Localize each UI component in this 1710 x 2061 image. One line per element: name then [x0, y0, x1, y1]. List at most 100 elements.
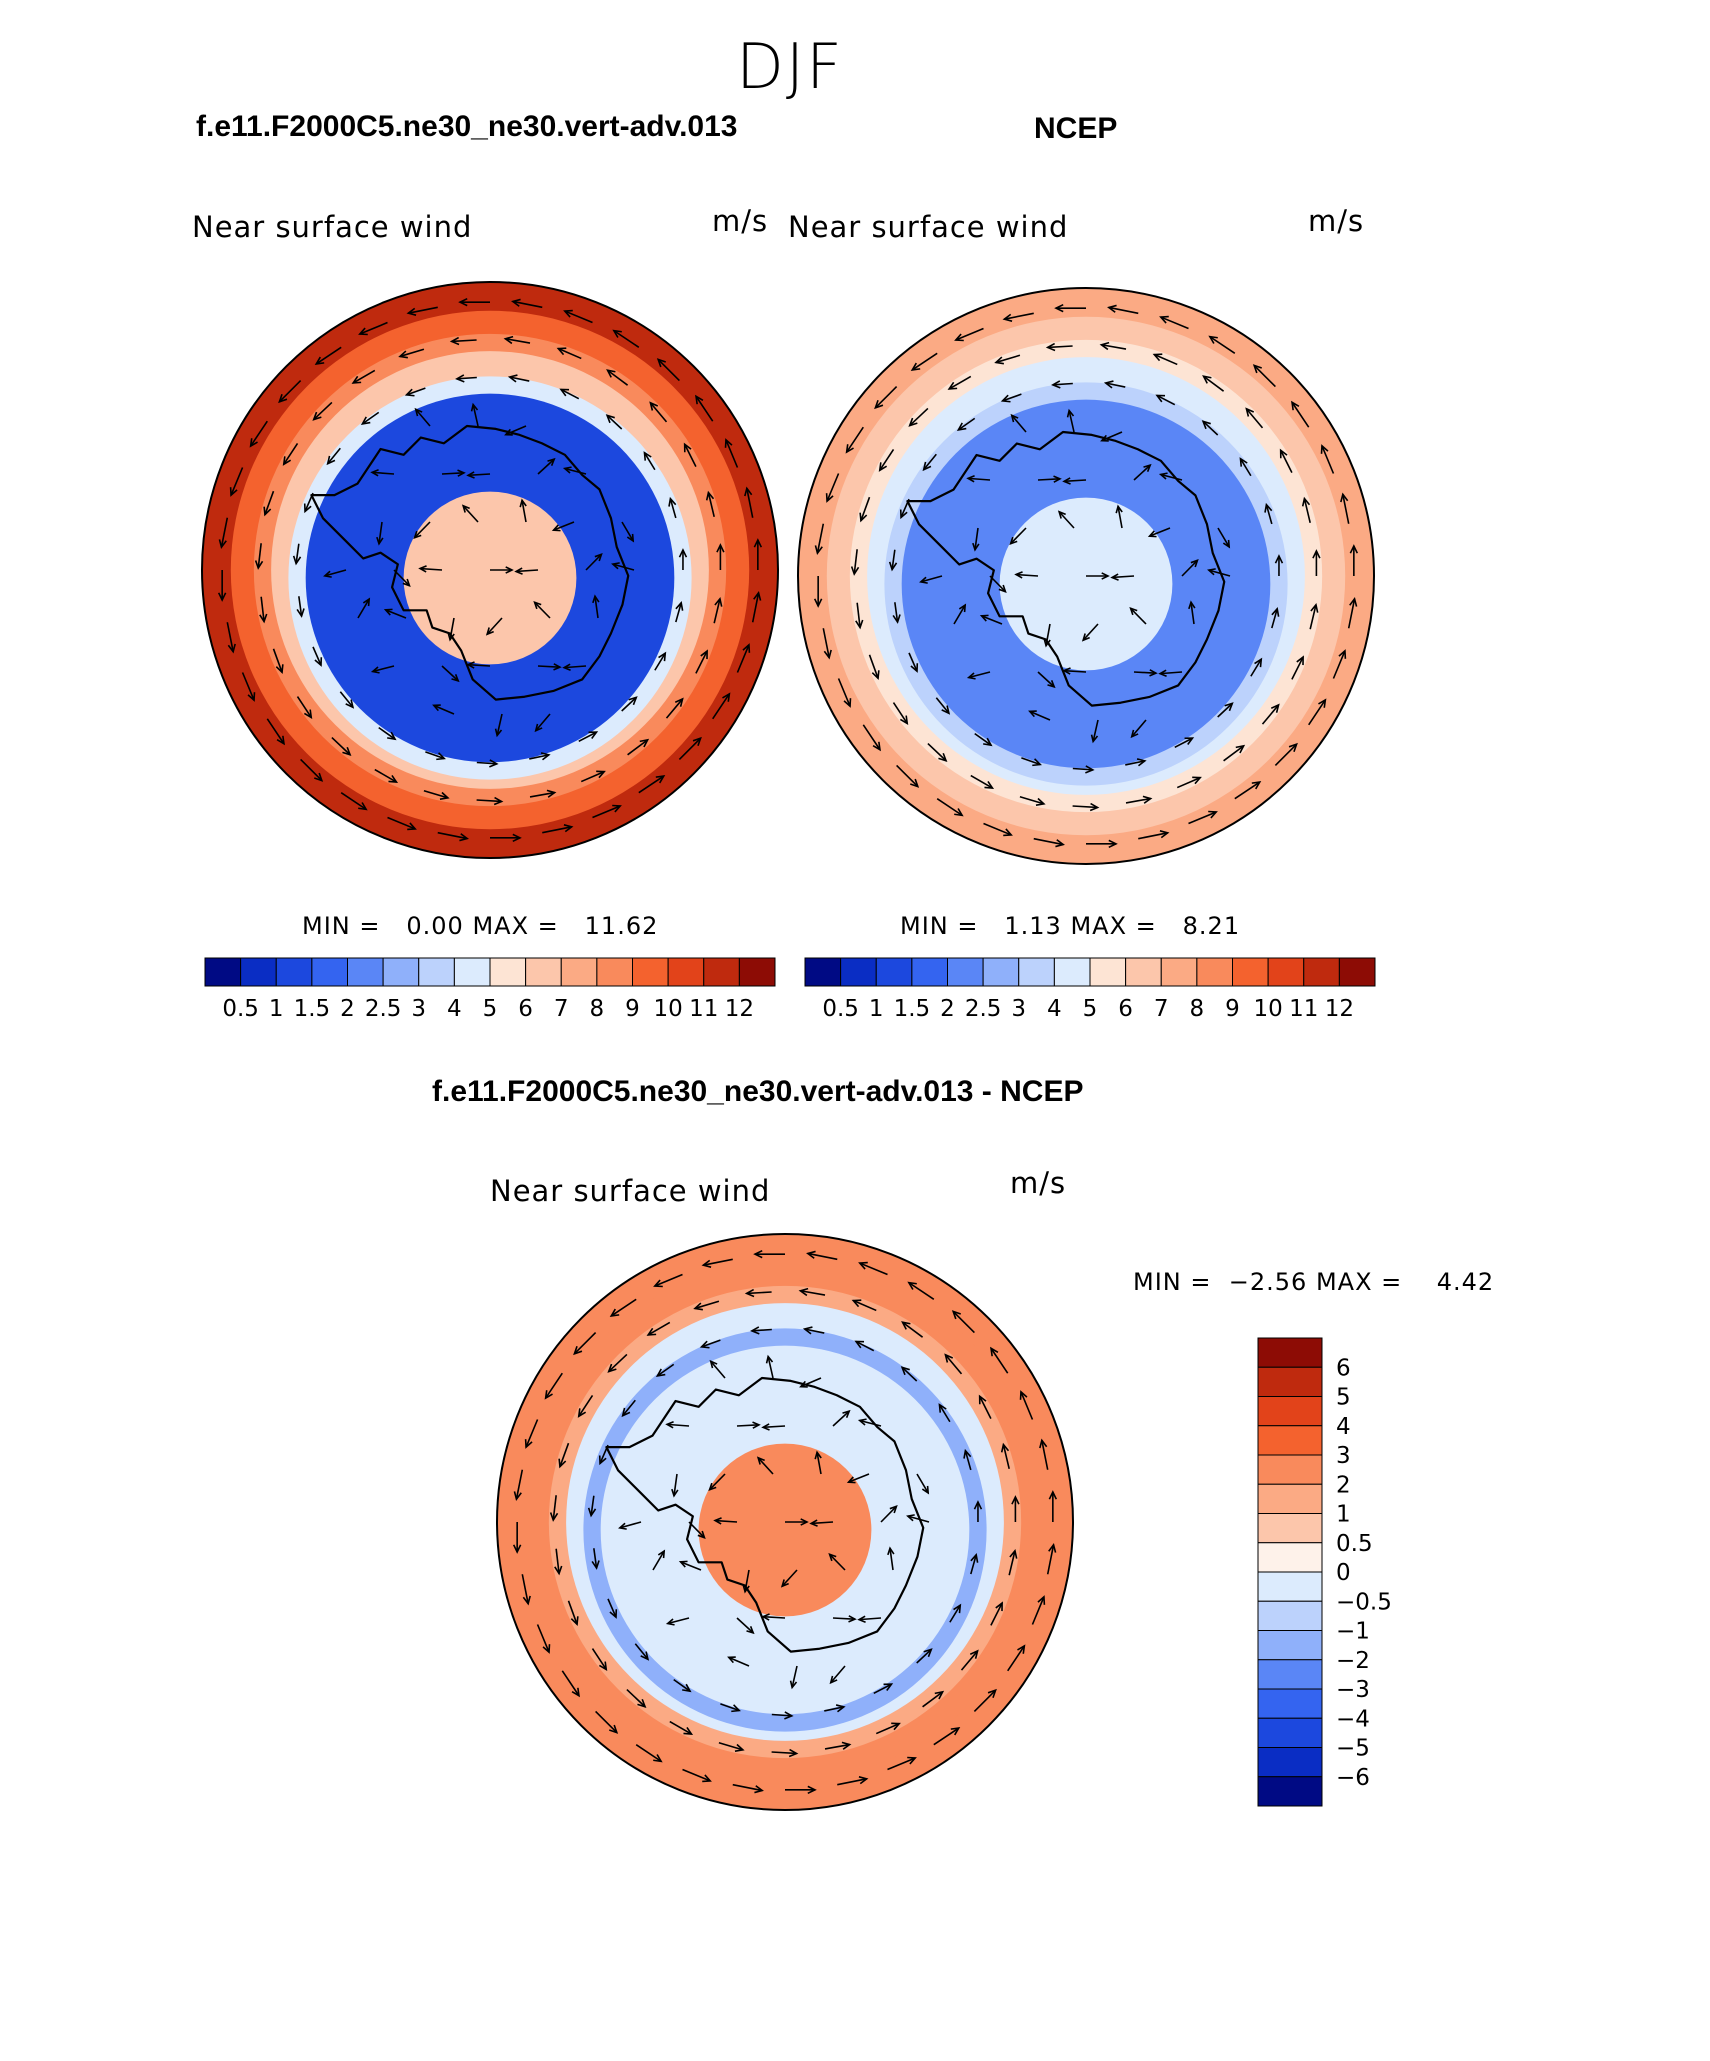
panel2-colorbar: 0.5 1 1.5 2 2.5 3 4 5 6 7 8 9 10 11 12 [780, 950, 1400, 1030]
colorbar-swatch [1258, 1484, 1322, 1513]
colorbar-swatch [205, 958, 241, 986]
colorbar-swatch [1258, 1367, 1322, 1396]
colorbar-swatch [1258, 1514, 1322, 1543]
colorbar-tick-label: −3 [1336, 1677, 1370, 1703]
colorbar-tick-label: 12 [1325, 996, 1354, 1022]
colorbar-tick-label: 3 [411, 996, 426, 1022]
colorbar-swatch [312, 958, 348, 986]
panel1-minmax: MIN = 0.00 MAX = 11.62 [302, 912, 658, 940]
colorbar-swatch [1258, 1748, 1322, 1777]
colorbar-swatch [1258, 1718, 1322, 1747]
colorbar-swatch [1258, 1660, 1322, 1689]
colorbar-swatch [1258, 1777, 1322, 1806]
colorbar-tick-label: 1.5 [294, 996, 331, 1022]
colorbar-swatch [1258, 1572, 1322, 1601]
colorbar-swatch [1268, 958, 1304, 986]
panel3-variable-label: Near surface wind [490, 1174, 770, 1208]
colorbar-tick-label: 2.5 [965, 996, 1002, 1022]
contour-band [404, 492, 577, 665]
colorbar-swatch [1258, 1689, 1322, 1718]
colorbar-swatch [276, 958, 312, 986]
colorbar-tick-label: 1 [269, 996, 284, 1022]
colorbar-swatch [1233, 958, 1269, 986]
colorbar-swatch [704, 958, 740, 986]
colorbar-tick-label: 8 [590, 996, 605, 1022]
colorbar-swatch [1258, 1455, 1322, 1484]
colorbar-tick-label: −6 [1336, 1765, 1370, 1791]
colorbar-tick-label: 1 [1336, 1502, 1351, 1528]
colorbar-swatch [1339, 958, 1375, 986]
colorbar-tick-label: 2.5 [365, 996, 402, 1022]
panel3-title: f.e11.F2000C5.ne30_ne30.vert-adv.013 - N… [432, 1075, 1083, 1109]
colorbar-tick-label: 6 [1336, 1355, 1351, 1381]
colorbar-swatch [876, 958, 912, 986]
colorbar-tick-label: 4 [1336, 1414, 1351, 1440]
panel2-max-value: 8.21 [1183, 912, 1240, 940]
colorbar-swatch [241, 958, 277, 986]
colorbar-tick-label: 7 [554, 996, 569, 1022]
colorbar-tick-label: 8 [1190, 996, 1205, 1022]
colorbar-swatch [1090, 958, 1126, 986]
panel1-min-label: MIN = [302, 912, 380, 940]
colorbar-tick-label: 1 [869, 996, 884, 1022]
colorbar-tick-label: 0.5 [222, 996, 259, 1022]
colorbar-swatch [983, 958, 1019, 986]
panel2-minmax: MIN = 1.13 MAX = 8.21 [900, 912, 1240, 940]
panel3-map [485, 1222, 1085, 1822]
colorbar-swatch [561, 958, 597, 986]
colorbar-swatch [1126, 958, 1162, 986]
colorbar-tick-label: 5 [1083, 996, 1098, 1022]
panel3-min-label: MIN = [1133, 1268, 1211, 1296]
colorbar-swatch [1197, 958, 1233, 986]
colorbar-swatch [633, 958, 669, 986]
colorbar-swatch [419, 958, 455, 986]
panel2-min-value: 1.13 [1004, 912, 1061, 940]
colorbar-swatch [1258, 1601, 1322, 1630]
colorbar-swatch [739, 958, 775, 986]
colorbar-tick-label: 2 [340, 996, 355, 1022]
colorbar-swatch [348, 958, 384, 986]
panel1-map [190, 270, 790, 870]
colorbar-tick-label: 10 [1253, 996, 1282, 1022]
colorbar-tick-label: 9 [1225, 996, 1240, 1022]
colorbar-swatch [1258, 1631, 1322, 1660]
colorbar-tick-label: 0.5 [822, 996, 859, 1022]
panel3-colorbar: 6 5 4 3 2 1 0.5 0 −0.5 −1 −2 −3 −4 −5 −6 [1250, 1330, 1420, 1830]
colorbar-tick-label: 4 [447, 996, 462, 1022]
panel2-max-label: MAX = [1070, 912, 1156, 940]
colorbar-tick-label: 3 [1011, 996, 1026, 1022]
colorbar-swatch [1304, 958, 1340, 986]
colorbar-tick-label: 5 [1336, 1385, 1351, 1411]
colorbar-swatch [1258, 1338, 1322, 1367]
panel1-title: f.e11.F2000C5.ne30_ne30.vert-adv.013 [196, 110, 737, 144]
colorbar-tick-label: 11 [689, 996, 718, 1022]
colorbar-tick-label: −2 [1336, 1648, 1370, 1674]
colorbar-tick-label: −0.5 [1336, 1589, 1392, 1615]
colorbar-tick-label: −5 [1336, 1736, 1370, 1762]
colorbar-tick-label: 6 [1118, 996, 1133, 1022]
contour-band [1000, 498, 1173, 671]
colorbar-swatch [1054, 958, 1090, 986]
colorbar-swatch [841, 958, 877, 986]
contour-band [699, 1444, 872, 1617]
colorbar-swatch [1258, 1397, 1322, 1426]
panel3-max-value: 4.42 [1437, 1268, 1494, 1296]
colorbar-tick-label: 6 [518, 996, 533, 1022]
colorbar-swatch [1258, 1426, 1322, 1455]
colorbar-tick-label: 3 [1336, 1443, 1351, 1469]
colorbar-swatch [668, 958, 704, 986]
colorbar-tick-label: 12 [725, 996, 754, 1022]
colorbar-tick-label: −4 [1336, 1706, 1370, 1732]
colorbar-swatch [1161, 958, 1197, 986]
panel2-map [786, 276, 1386, 876]
colorbar-swatch [1019, 958, 1055, 986]
figure-suptitle: DJF [0, 30, 1580, 103]
colorbar-tick-label: 0 [1336, 1560, 1351, 1586]
panel1-colorbar: 0.5 1 1.5 2 2.5 3 4 5 6 7 8 9 10 11 12 [180, 950, 800, 1030]
colorbar-swatch [383, 958, 419, 986]
colorbar-swatch [805, 958, 841, 986]
panel1-max-label: MAX = [472, 912, 558, 940]
colorbar-swatch [526, 958, 562, 986]
colorbar-tick-label: 1.5 [894, 996, 931, 1022]
colorbar-tick-label: 2 [940, 996, 955, 1022]
